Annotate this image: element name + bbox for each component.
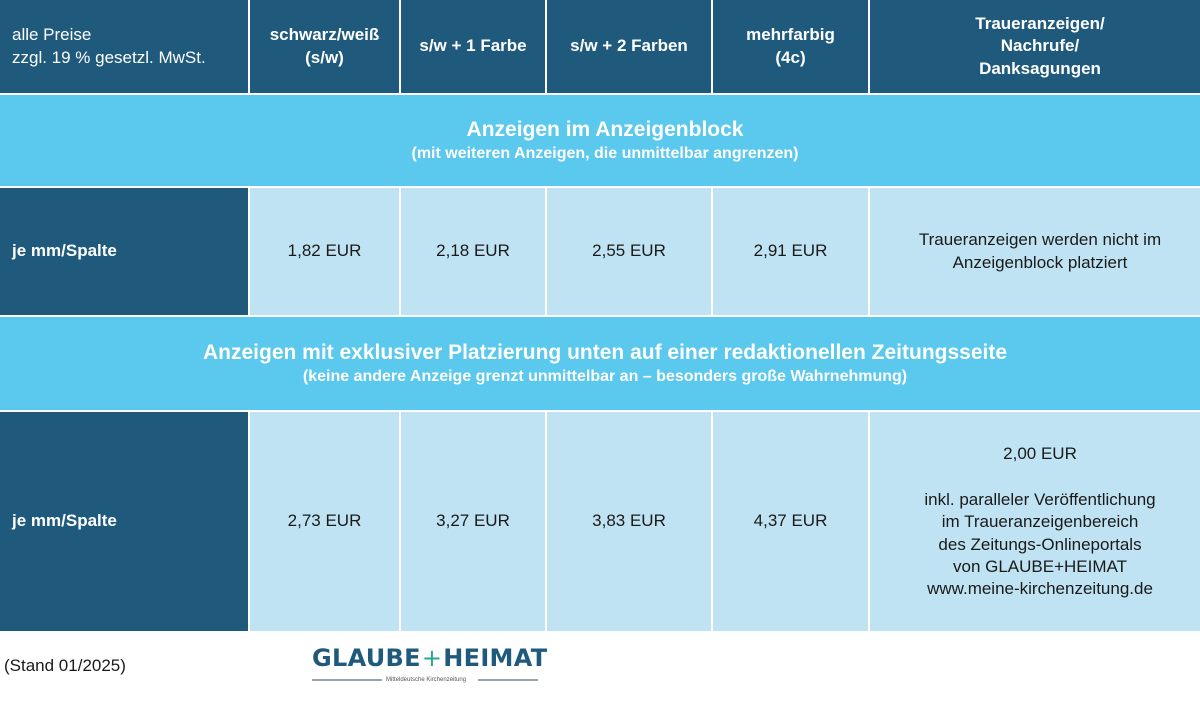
header-price-note-line2: zzgl. 19 % gesetzl. MwSt. bbox=[12, 47, 206, 67]
glaube-heimat-logo: GLAUBE + HEIMAT Mitteldeutsche Kirchenzeit… bbox=[312, 644, 547, 686]
header-price-note-line1: alle Preise bbox=[12, 25, 92, 45]
section-title: Anzeigen im Anzeigenblock bbox=[466, 118, 744, 142]
stand-date: (Stand 01/2025) bbox=[4, 656, 126, 675]
note-line: des Zeitungs-Onlineportals bbox=[938, 534, 1142, 554]
header-col-obituaries-line3: Danksagungen bbox=[979, 58, 1101, 78]
section-title: Anzeigen mit exklusiver Platzierung unte… bbox=[202, 341, 1008, 365]
price-cell: 2,73 EUR bbox=[250, 412, 399, 631]
section-subtitle: (mit weiteren Anzeigen, die unmittelbar … bbox=[411, 144, 799, 162]
logo-line-left bbox=[312, 679, 382, 681]
note-line: Anzeigenblock platziert bbox=[952, 252, 1128, 272]
price-cell: 2,91 EUR bbox=[713, 188, 868, 315]
row-label: je mm/Spalte bbox=[0, 188, 248, 315]
header-col-multicolor: mehrfarbig (4c) bbox=[713, 0, 868, 93]
header-col-obituaries: Traueranzeigen/ Nachrufe/ Danksagungen bbox=[870, 0, 1200, 93]
header-col-sw: schwarz/weiß (s/w) bbox=[250, 0, 399, 93]
section-band-anzeigenblock: Anzeigen im Anzeigenblock (mit weiteren … bbox=[0, 95, 1200, 186]
logo-subtitle: Mitteldeutsche Kirchenzeitung bbox=[386, 677, 467, 683]
header-col-sw-line2: (s/w) bbox=[305, 47, 344, 67]
logo-line-right bbox=[478, 679, 538, 681]
note-line: im Traueranzeigenbereich bbox=[941, 512, 1139, 532]
logo-wordmark: GLAUBE + HEIMAT bbox=[312, 644, 547, 672]
price-cell: 3,27 EUR bbox=[401, 412, 545, 631]
price-cell: 2,18 EUR bbox=[401, 188, 545, 315]
header-price-note: alle Preise zzgl. 19 % gesetzl. MwSt. bbox=[0, 0, 248, 93]
logo-word-glaube: GLAUBE bbox=[312, 644, 421, 672]
price-table: alle Preise zzgl. 19 % gesetzl. MwSt. sc… bbox=[0, 0, 1200, 631]
header-col-sw-2-colors: s/w + 2 Farben bbox=[547, 0, 711, 93]
obituary-note-cell: Traueranzeigen werden nicht im Anzeigenb… bbox=[870, 188, 1200, 315]
header-col-obituaries-line2: Nachrufe/ bbox=[1000, 36, 1080, 56]
price-cell: 1,82 EUR bbox=[250, 188, 399, 315]
note-url: www.meine-kirchenzeitung.de bbox=[927, 578, 1153, 598]
note-price: 2,00 EUR bbox=[1003, 444, 1077, 464]
header-col-sw-line1: schwarz/weiß bbox=[269, 25, 380, 45]
logo-word-heimat: HEIMAT bbox=[443, 644, 548, 672]
row-label: je mm/Spalte bbox=[0, 412, 248, 631]
note-line: inkl. paralleler Veröffentlichung bbox=[924, 490, 1156, 510]
header-col-sw-1-color: s/w + 1 Farbe bbox=[401, 0, 545, 93]
section-band-exclusive: Anzeigen mit exklusiver Platzierung unte… bbox=[0, 317, 1200, 410]
section-subtitle: (keine andere Anzeige grenzt unmittelbar… bbox=[302, 367, 908, 385]
header-col-multicolor-line1: mehrfarbig bbox=[746, 25, 835, 45]
price-cell: 2,55 EUR bbox=[547, 188, 711, 315]
obituary-note-cell: 2,00 EUR inkl. paralleler Veröffentlichu… bbox=[870, 412, 1200, 631]
logo-underline: Mitteldeutsche Kirchenzeitung bbox=[312, 676, 538, 684]
price-cell: 4,37 EUR bbox=[713, 412, 868, 631]
header-col-obituaries-line1: Traueranzeigen/ bbox=[975, 14, 1105, 34]
logo-plus: + bbox=[421, 644, 443, 672]
header-col-multicolor-line2: (4c) bbox=[775, 47, 806, 67]
price-cell: 3,83 EUR bbox=[547, 412, 711, 631]
note-line: von GLAUBE+HEIMAT bbox=[953, 556, 1127, 576]
note-line: Traueranzeigen werden nicht im bbox=[918, 230, 1162, 250]
